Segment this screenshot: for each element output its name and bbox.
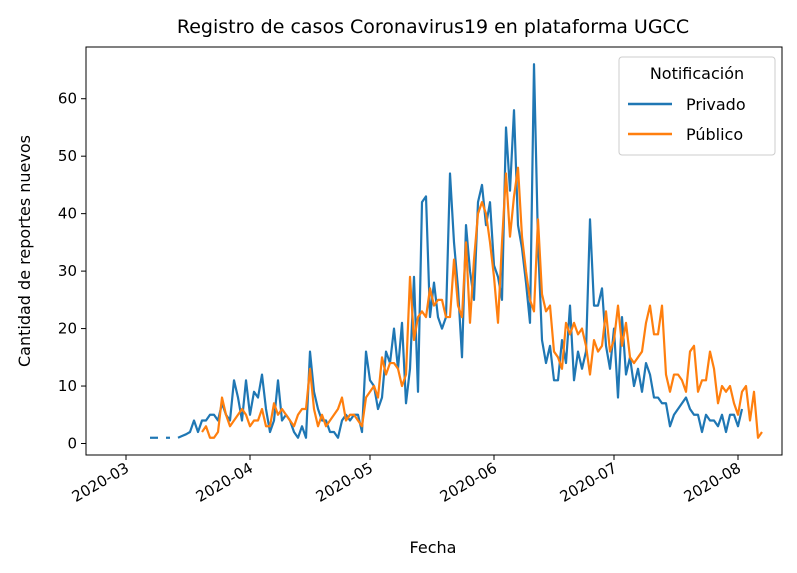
legend: Notificación Privado Público: [618, 56, 776, 156]
series-line-privado: [177, 63, 744, 439]
y-tick-label: 40: [58, 205, 77, 223]
legend-box: [618, 56, 776, 156]
y-tick-label: 0: [67, 435, 77, 453]
chart-title: Registro de casos Coronavirus19 en plata…: [177, 16, 689, 38]
legend-label-publico: Público: [686, 125, 743, 144]
y-tick-label: 10: [58, 377, 77, 395]
y-tick-label: 30: [58, 262, 77, 280]
y-tick-label: 50: [58, 147, 77, 165]
legend-label-privado: Privado: [686, 95, 746, 114]
legend-title: Notificación: [650, 64, 744, 83]
y-tick-label: 60: [58, 90, 77, 108]
series-line-publico: [201, 166, 763, 439]
y-axis: 0 10 20 30 40 50 60: [58, 90, 86, 453]
x-axis-title: Fecha: [410, 538, 457, 557]
y-tick-label: 20: [58, 320, 77, 338]
plot-frame: [85, 46, 783, 456]
y-axis-title: Cantidad de reportes nuevos: [15, 135, 34, 367]
